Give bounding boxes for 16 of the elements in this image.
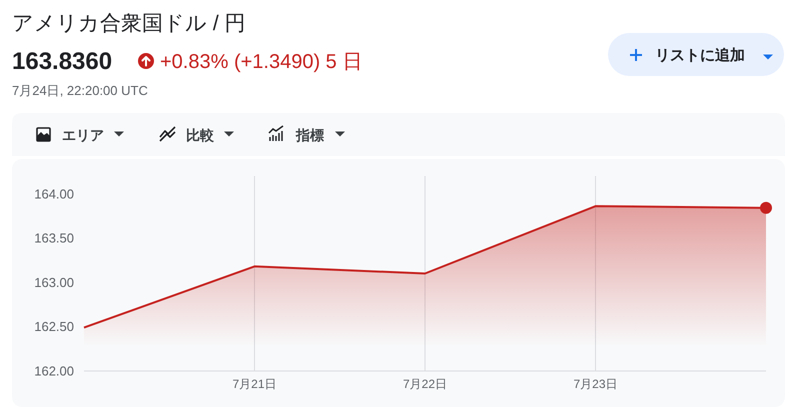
text: 比較 <box>186 127 215 143</box>
y-tick-label: 163.50 <box>34 230 74 246</box>
y-tick-label: 163.00 <box>34 274 74 290</box>
x-tick-label: 7月23日 <box>573 377 618 391</box>
text: リストに追加 <box>655 47 745 64</box>
text: エリア <box>62 127 104 143</box>
text: 指標 <box>295 127 324 143</box>
text: +0.83% (+1.3490) 5 日 <box>160 51 362 73</box>
y-tick-label: 162.50 <box>34 319 74 334</box>
y-tick-label: 164.00 <box>34 186 74 202</box>
x-tick-label: 7月21日 <box>232 377 277 391</box>
chart-title: アメリカ合衆国ドル / 円 <box>12 12 246 35</box>
chart-subtitle: 163.8360 <box>12 48 112 75</box>
text: 7月24日, 22:20:00 UTC <box>12 83 148 98</box>
x-tick-label: 7月22日 <box>402 377 448 391</box>
y-tick-label: 162.00 <box>34 364 74 379</box>
